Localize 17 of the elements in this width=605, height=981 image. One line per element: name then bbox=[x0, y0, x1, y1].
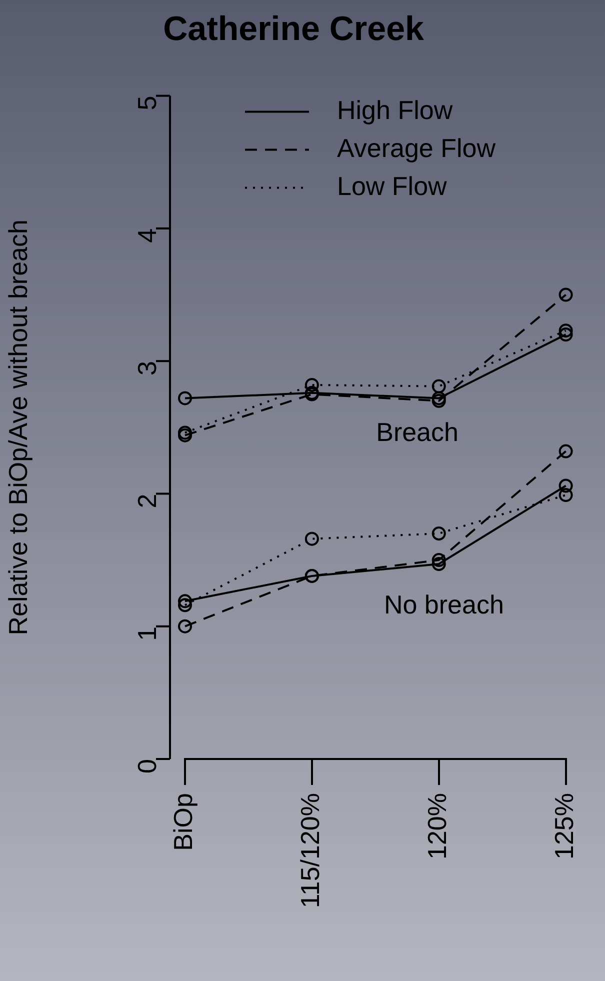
chart-title: Catherine Creek bbox=[163, 10, 424, 48]
y-tick-label: 4 bbox=[132, 228, 162, 243]
y-tick-label: 1 bbox=[132, 626, 162, 641]
annotation: No breach bbox=[384, 590, 504, 620]
legend-label: High Flow bbox=[337, 94, 453, 125]
annotation: Breach bbox=[376, 417, 458, 448]
legend-label: Average Flow bbox=[337, 132, 496, 163]
x-tick-label: 120% bbox=[422, 793, 452, 860]
y-tick-label: 3 bbox=[132, 361, 162, 376]
x-tick-label: BiOp bbox=[168, 793, 198, 851]
x-tick-label: 115/120% bbox=[295, 793, 326, 908]
y-tick-label: 5 bbox=[132, 96, 162, 110]
legend-label: Low Flow bbox=[337, 170, 448, 201]
x-tick-label: 125% bbox=[548, 793, 579, 860]
y-axis-title: Relative to BiOp/Ave without breach bbox=[2, 220, 33, 636]
y-tick-label: 0 bbox=[132, 759, 162, 774]
y-tick-label: 2 bbox=[132, 494, 162, 508]
